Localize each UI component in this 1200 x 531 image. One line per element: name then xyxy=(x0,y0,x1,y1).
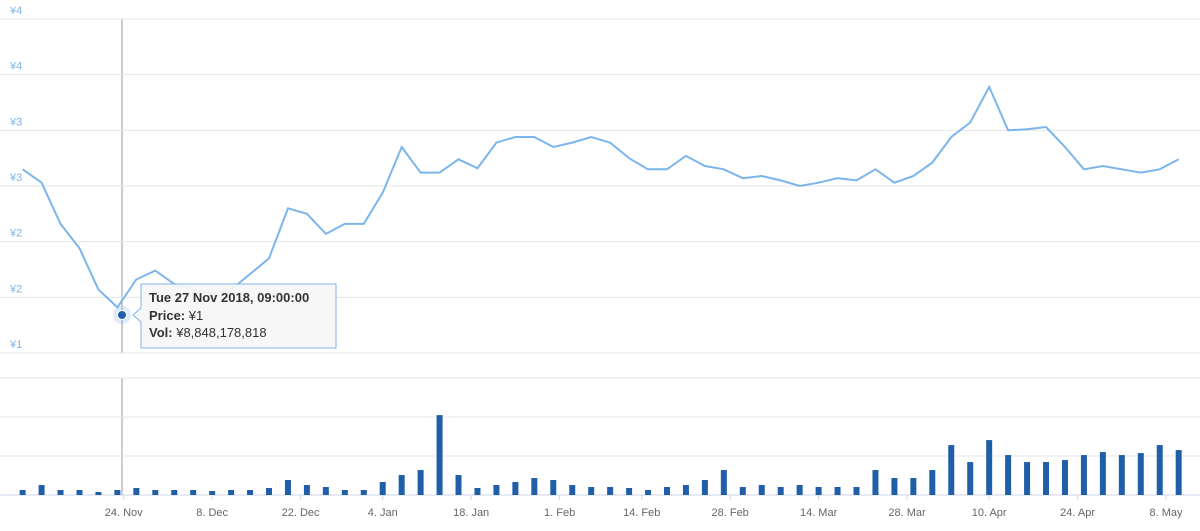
volume-bar xyxy=(739,487,746,495)
x-tick-label: 28. Feb xyxy=(712,507,749,519)
volume-bar xyxy=(1137,453,1144,495)
volume-bar xyxy=(417,470,424,495)
tooltip-price-label: Price: xyxy=(149,308,185,323)
x-tick-label: 22. Dec xyxy=(282,507,320,519)
volume-bar xyxy=(284,480,291,495)
volume-bar xyxy=(663,487,670,495)
x-tick-label: 4. Jan xyxy=(368,507,398,519)
x-tick-label: 10. Apr xyxy=(972,507,1007,519)
volume-bar xyxy=(152,490,159,495)
x-tick-label: 18. Jan xyxy=(453,507,489,519)
volume-bar xyxy=(701,480,708,495)
volume-bar xyxy=(626,488,633,495)
volume-bar xyxy=(171,490,178,495)
volume-bar xyxy=(1156,445,1163,495)
x-tick-label: 1. Feb xyxy=(544,507,575,519)
tooltip-vol-value: ¥8,848,178,818 xyxy=(175,325,266,340)
volume-bar xyxy=(133,488,140,495)
volume-bar xyxy=(720,470,727,495)
tooltip-price: Price: ¥1 xyxy=(149,308,203,323)
tooltip-date: Tue 27 Nov 2018, 09:00:00 xyxy=(149,290,309,305)
tooltip-vol-label: Vol: xyxy=(149,325,173,340)
volume-bar xyxy=(758,485,765,495)
price-line xyxy=(22,84,1180,309)
tooltip-box xyxy=(132,283,337,349)
x-tick-label: 8. May xyxy=(1150,507,1184,519)
plot: ¥4 ¥4 ¥3 ¥3 ¥2 ¥2 ¥1 24. Nov 8. Dec 22. Dec 4. Jan… xyxy=(0,5,1200,519)
volume-bar xyxy=(1118,455,1125,495)
volume-bar xyxy=(436,415,443,495)
volume-bar xyxy=(1175,450,1182,495)
volume-bar xyxy=(266,488,273,495)
volume-bar xyxy=(228,490,235,495)
y-tick-label: ¥3 xyxy=(9,172,22,184)
y-tick-label: ¥3 xyxy=(9,116,22,128)
volume-bar xyxy=(834,487,841,495)
x-tick-label: 8. Dec xyxy=(196,507,228,519)
y-tick-label: ¥1 xyxy=(9,339,22,351)
volume-bar xyxy=(57,490,64,495)
volume-bar xyxy=(645,490,652,495)
volume-bar xyxy=(455,475,462,495)
volume-bar xyxy=(815,487,822,495)
volume-bar xyxy=(967,462,974,495)
x-tick-label: 14. Feb xyxy=(623,507,660,519)
volume-bar xyxy=(1080,455,1087,495)
tooltip: Tue 27 Nov 2018, 09:00:00 Price: ¥1 Vol:… xyxy=(132,283,337,349)
volume-bar xyxy=(910,478,917,495)
y-tick-label: ¥2 xyxy=(9,283,22,295)
tooltip-vol: Vol: ¥8,848,178,818 xyxy=(149,325,267,340)
volume-bar xyxy=(1005,455,1012,495)
volume-bar xyxy=(1024,462,1031,495)
volume-bar xyxy=(607,487,614,495)
volume-bar xyxy=(247,490,254,495)
x-tick-label: 28. Mar xyxy=(888,507,926,519)
volume-bar xyxy=(512,482,519,495)
volume-bar xyxy=(588,487,595,495)
volume-bar xyxy=(569,485,576,495)
volume-bar xyxy=(95,492,102,495)
x-tick-label: 24. Nov xyxy=(105,507,143,519)
volume-bar xyxy=(796,485,803,495)
volume-bar xyxy=(1099,452,1106,495)
volume-bar xyxy=(474,488,481,495)
volume-bar xyxy=(531,478,538,495)
volume-bar xyxy=(1043,462,1050,495)
volume-bar xyxy=(929,470,936,495)
volume-bar xyxy=(114,490,121,495)
volume-bar xyxy=(872,470,879,495)
volume-bar xyxy=(341,490,348,495)
hover-dot xyxy=(117,310,127,320)
volume-bar xyxy=(493,485,500,495)
volume-bar xyxy=(682,485,689,495)
volume-bar xyxy=(19,490,26,495)
volume-bar xyxy=(891,478,898,495)
x-tick-label: 24. Apr xyxy=(1060,507,1095,519)
y-tick-label: ¥2 xyxy=(9,228,22,240)
volume-bar xyxy=(76,490,83,495)
volume-bar xyxy=(379,482,386,495)
volume-bar xyxy=(550,480,557,495)
volume-bar xyxy=(986,440,993,495)
volume-bar xyxy=(853,487,860,495)
y-tick-label: ¥4 xyxy=(9,61,22,73)
x-tick-label: 14. Mar xyxy=(800,507,838,519)
volume-bar xyxy=(360,490,367,495)
volume-bar xyxy=(190,490,197,495)
y-tick-label: ¥4 xyxy=(9,5,22,17)
volume-bar xyxy=(209,491,216,495)
volume-bar xyxy=(322,487,329,495)
volume-bar xyxy=(38,485,45,495)
tooltip-price-value: ¥1 xyxy=(188,308,203,323)
volume-bar xyxy=(303,485,310,495)
volume-bar xyxy=(398,475,405,495)
volume-bar xyxy=(777,487,784,495)
volume-bar xyxy=(948,445,955,495)
volume-bar xyxy=(1061,460,1068,495)
